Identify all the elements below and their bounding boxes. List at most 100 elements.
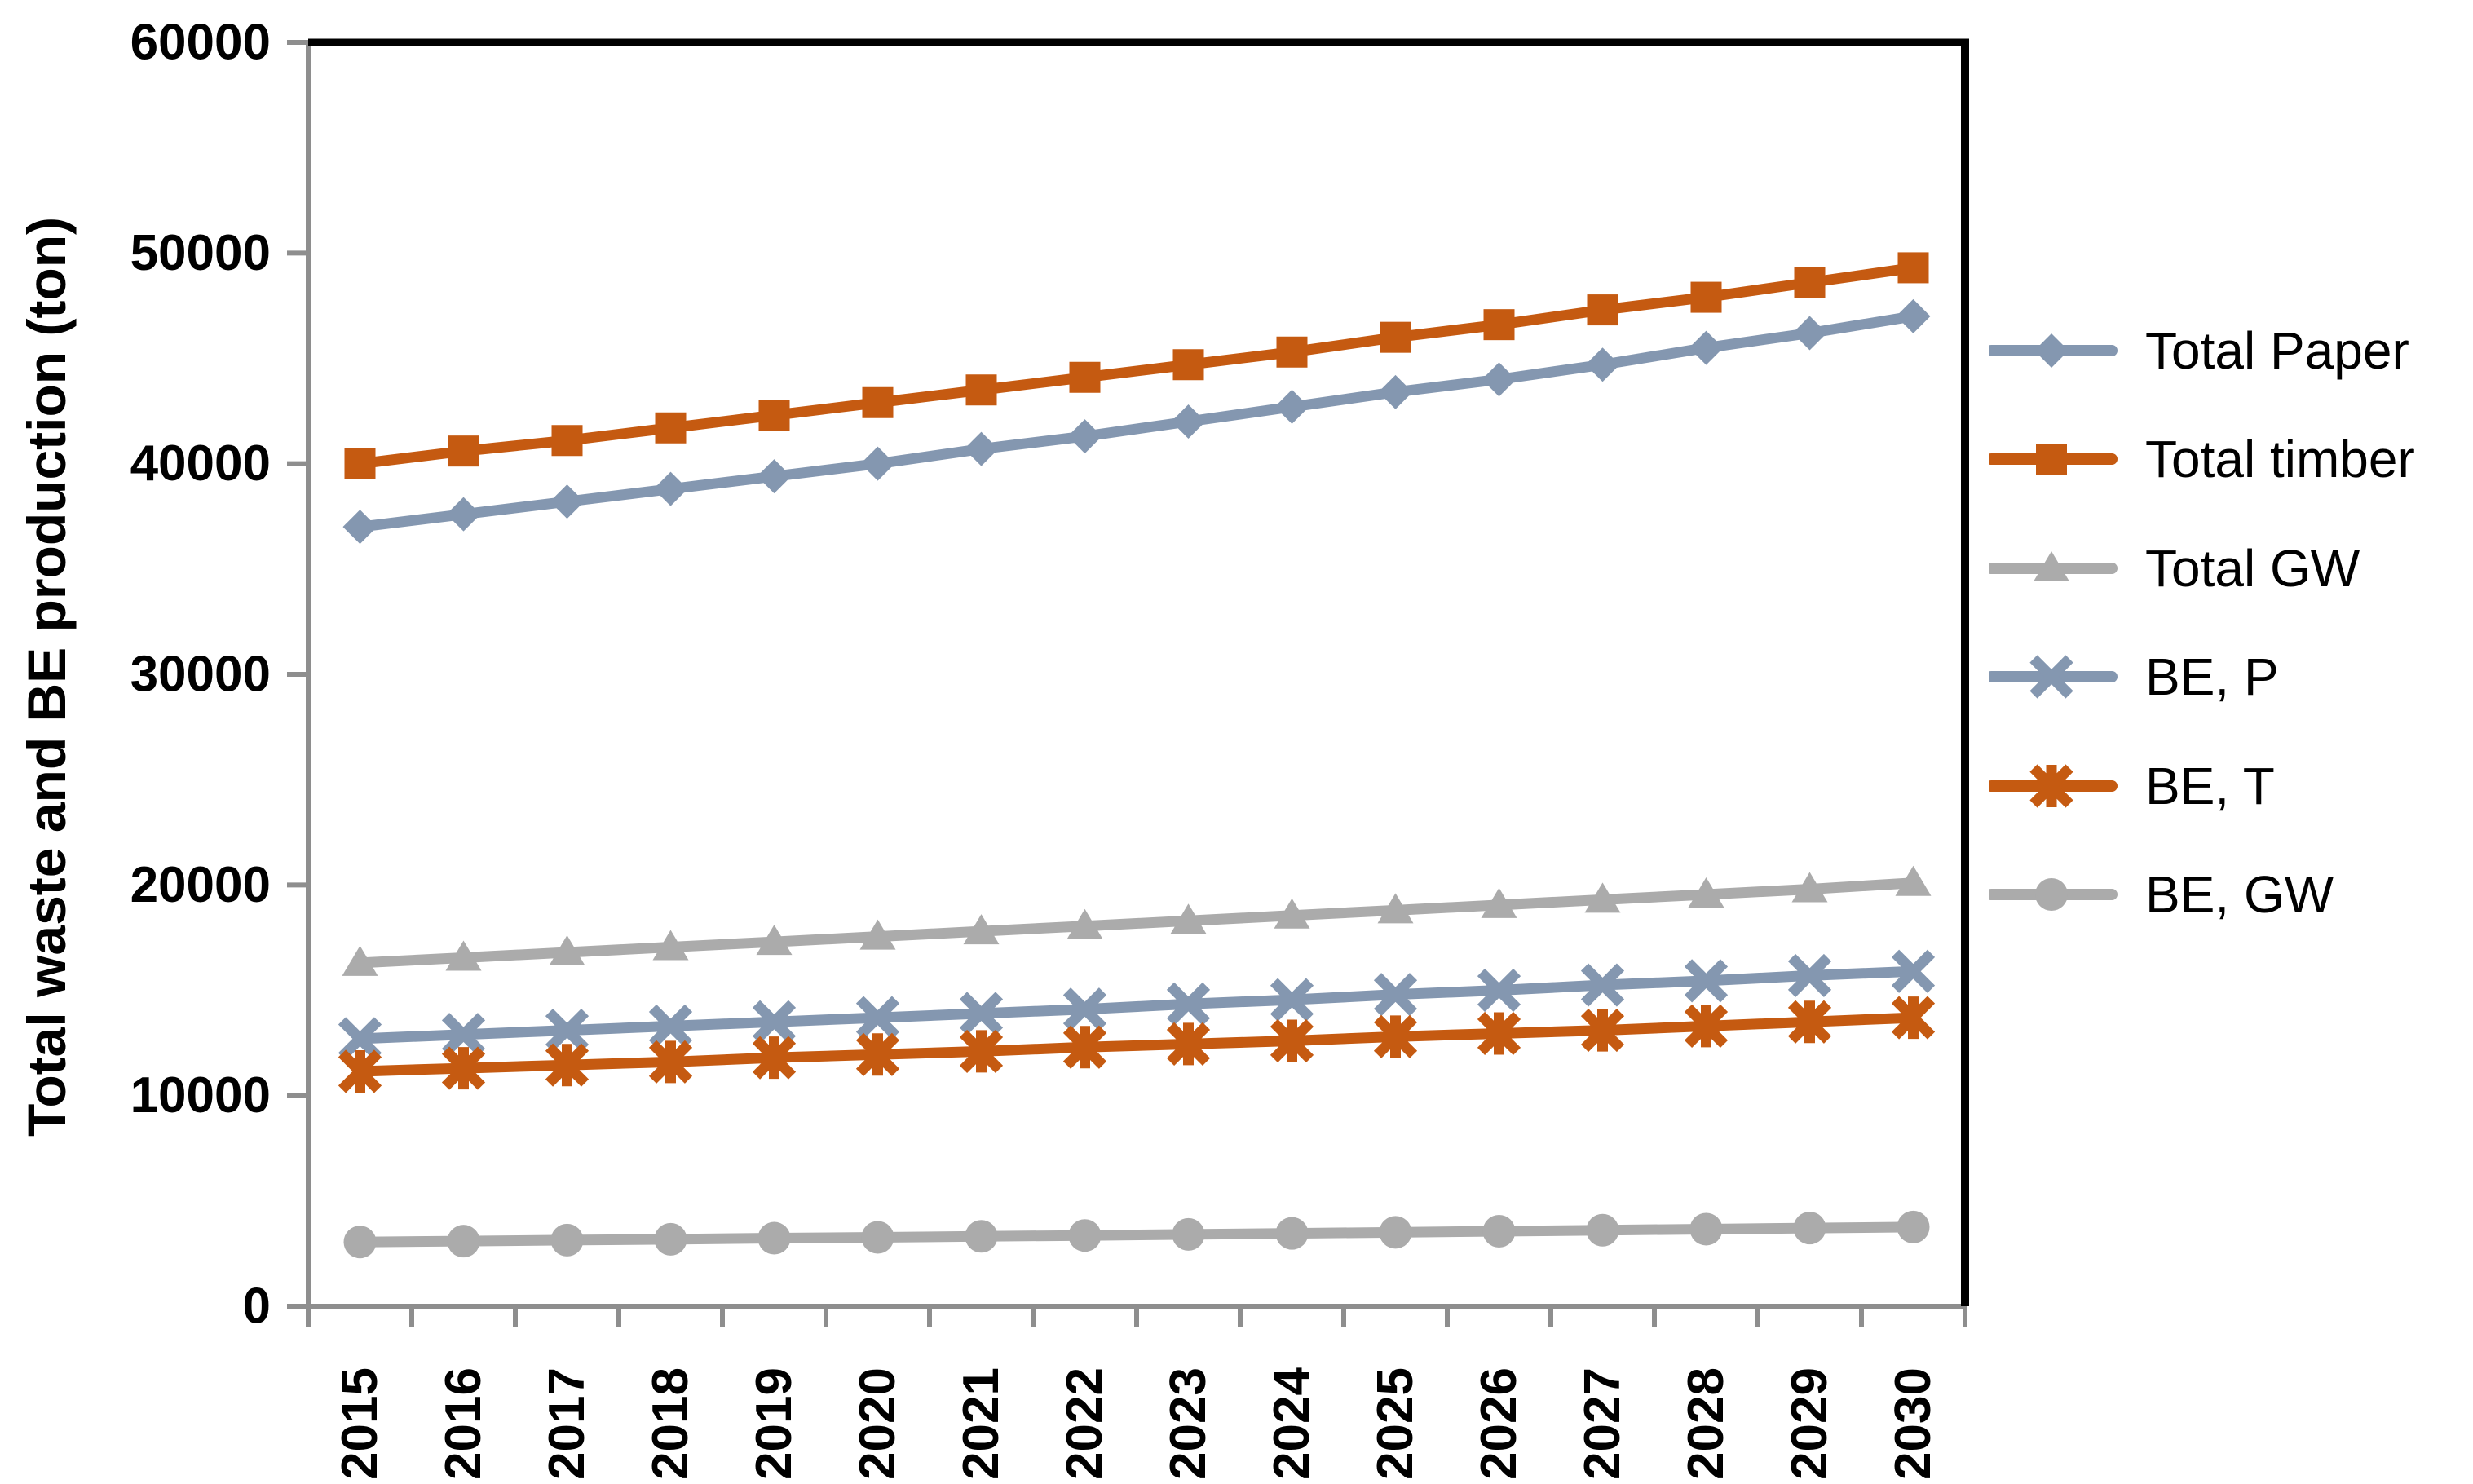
series-marker-total-paper <box>1482 362 1517 397</box>
series-marker-be-t <box>855 1032 900 1076</box>
series-marker-be-p <box>1787 953 1832 998</box>
x-tick-label: 2027 <box>1574 1367 1631 1480</box>
series-marker-total-paper <box>1896 298 1931 333</box>
series-be-t <box>338 996 1936 1093</box>
x-tick-label: 2018 <box>643 1367 699 1480</box>
x-tick-label: 2025 <box>1367 1367 1424 1480</box>
series-marker-total-paper <box>1171 404 1206 439</box>
series-marker-total-timber <box>1172 349 1204 381</box>
series-marker-be-p <box>1270 978 1314 1022</box>
y-tick-label: 0 <box>243 1279 271 1335</box>
series-marker-be-gw <box>343 1226 377 1259</box>
series-marker-total-timber <box>551 425 583 457</box>
series-marker-be-gw <box>1275 1217 1309 1250</box>
series-marker-total-gw <box>1584 882 1621 913</box>
series-marker-be-gw <box>1068 1219 1102 1252</box>
series-marker-total-gw <box>652 930 689 961</box>
series-marker-total-gw <box>756 925 793 956</box>
x-tick-label: 2019 <box>746 1367 802 1480</box>
legend-sample-marker-circle <box>2035 878 2068 912</box>
series-marker-be-p <box>1580 963 1625 1007</box>
series-marker-be-p <box>441 1013 486 1057</box>
series-marker-total-timber <box>1690 281 1722 313</box>
x-tick-label: 2026 <box>1471 1367 1527 1480</box>
series-marker-be-gw <box>861 1221 894 1254</box>
series-marker-be-gw <box>1689 1212 1723 1246</box>
series-marker-be-gw <box>550 1223 584 1257</box>
series-marker-total-timber <box>758 400 790 431</box>
legend-sample-total-gw <box>1989 550 2118 581</box>
series-marker-be-t <box>1684 1004 1729 1049</box>
series-marker-total-timber <box>1069 361 1101 393</box>
series-line-total-gw <box>360 877 1914 969</box>
x-tick-label: 2028 <box>1678 1367 1734 1480</box>
series-marker-total-gw <box>1377 893 1414 924</box>
x-tick-label: 2029 <box>1782 1367 1838 1480</box>
legend-sample-marker-x <box>2029 655 2073 699</box>
series-marker-total-paper <box>446 497 481 532</box>
series-marker-be-gw <box>1172 1217 1205 1251</box>
series-marker-total-gw <box>549 935 585 965</box>
series-marker-total-paper <box>964 431 999 466</box>
series-marker-be-t <box>1062 1025 1107 1069</box>
series-marker-be-p <box>1477 968 1521 1013</box>
series-total-paper <box>342 298 1931 545</box>
series-line-be-t <box>360 1012 1914 1077</box>
legend-label-be-p: BE, P <box>2145 647 2279 707</box>
series-marker-total-paper <box>1067 419 1102 454</box>
series-marker-total-gw <box>963 914 1000 945</box>
x-tick-label: 2015 <box>332 1367 388 1480</box>
series-marker-be-t <box>1891 996 1936 1040</box>
series-marker-total-timber <box>862 386 894 418</box>
series-marker-total-gw <box>859 919 896 950</box>
legend-item-total-paper: Total Paper <box>1989 296 2415 405</box>
legend-label-total-gw: Total GW <box>2145 538 2360 598</box>
series-marker-total-paper <box>860 446 895 481</box>
y-tick-label: 20000 <box>130 857 271 913</box>
series-marker-total-gw <box>1791 872 1828 903</box>
legend-sample-marker-triangle <box>2034 550 2069 581</box>
legend-label-be-gw: BE, GW <box>2145 865 2334 925</box>
series-line-be-gw <box>360 1221 1914 1248</box>
x-tick-label: 2022 <box>1057 1367 1113 1480</box>
series-marker-be-p <box>1373 973 1418 1017</box>
legend-item-total-gw: Total GW <box>1989 514 2415 623</box>
series-marker-total-gw <box>1688 877 1724 908</box>
series-marker-be-t <box>959 1029 1004 1074</box>
series-marker-total-timber <box>1380 321 1411 353</box>
series-marker-total-timber <box>344 448 376 479</box>
x-tick-label: 2023 <box>1160 1367 1217 1480</box>
series-marker-be-gw <box>1586 1213 1619 1247</box>
legend-item-be-t: BE, T <box>1989 731 2415 841</box>
series-marker-total-paper <box>1274 389 1309 424</box>
y-tick-label: 40000 <box>130 435 271 492</box>
series-line-be-p <box>360 965 1914 1045</box>
series-marker-total-gw <box>1066 908 1103 939</box>
legend-sample-be-gw <box>1989 878 2118 912</box>
series-marker-be-t <box>545 1043 590 1087</box>
series-marker-total-gw <box>342 945 378 976</box>
series-marker-total-timber <box>655 412 687 444</box>
y-tick-label: 10000 <box>130 1067 271 1124</box>
series-marker-be-t <box>752 1036 797 1080</box>
x-tick-label: 2020 <box>850 1367 906 1480</box>
series-line-total-paper <box>359 311 1914 532</box>
series-marker-be-p <box>338 1017 382 1061</box>
legend-label-total-timber: Total timber <box>2145 430 2415 489</box>
x-tick-label: 2024 <box>1264 1367 1320 1480</box>
series-marker-total-paper <box>757 459 792 494</box>
y-tick-label: 60000 <box>130 15 271 71</box>
series-marker-be-p <box>855 996 900 1040</box>
series-line-total-timber <box>359 262 1914 470</box>
series-marker-total-paper <box>1585 347 1620 382</box>
legend-label-total-paper: Total Paper <box>2145 320 2409 380</box>
series-marker-total-timber <box>965 374 997 406</box>
series-marker-be-gw <box>1379 1216 1412 1249</box>
series-marker-be-t <box>648 1040 693 1084</box>
series-marker-be-gw <box>1482 1215 1516 1248</box>
series-marker-be-t <box>1787 1000 1832 1044</box>
series-marker-be-p <box>1166 982 1211 1026</box>
legend-sample-marker-diamond <box>2034 333 2069 368</box>
series-marker-be-t <box>1580 1008 1625 1053</box>
